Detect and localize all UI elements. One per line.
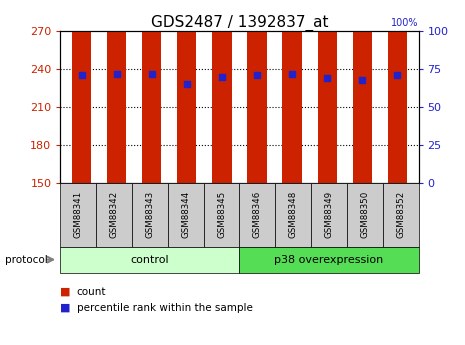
Point — [359, 77, 366, 82]
Point — [218, 74, 226, 79]
Point — [148, 71, 155, 76]
Bar — [388, 0, 407, 183]
Point — [253, 72, 261, 78]
Bar — [177, 0, 197, 183]
Text: GSM88346: GSM88346 — [253, 191, 262, 238]
Text: GSM88348: GSM88348 — [289, 191, 298, 238]
Point — [113, 71, 120, 76]
Text: count: count — [77, 287, 106, 296]
Bar — [282, 0, 302, 183]
Text: ■: ■ — [60, 303, 71, 313]
Text: GSM88343: GSM88343 — [146, 191, 154, 238]
Text: control: control — [131, 255, 169, 265]
Point — [394, 72, 401, 78]
Text: GSM88344: GSM88344 — [181, 191, 190, 238]
Text: p38 overexpression: p38 overexpression — [274, 255, 384, 265]
Point — [183, 81, 191, 87]
Text: percentile rank within the sample: percentile rank within the sample — [77, 303, 252, 313]
Text: 100%: 100% — [391, 18, 418, 28]
Text: GSM88342: GSM88342 — [110, 191, 119, 238]
Point — [288, 71, 296, 76]
Point — [78, 72, 85, 78]
Text: ■: ■ — [60, 287, 71, 296]
Bar — [142, 0, 161, 183]
Text: GSM88345: GSM88345 — [217, 191, 226, 238]
Bar — [318, 0, 337, 183]
Text: GSM88352: GSM88352 — [396, 191, 405, 238]
Bar — [352, 0, 372, 183]
Bar — [212, 0, 232, 183]
Bar — [247, 0, 267, 183]
Title: GDS2487 / 1392837_at: GDS2487 / 1392837_at — [151, 15, 328, 31]
Bar — [72, 0, 91, 183]
Text: GSM88350: GSM88350 — [360, 191, 369, 238]
Point — [324, 75, 331, 81]
Text: GSM88349: GSM88349 — [325, 191, 333, 238]
Text: GSM88341: GSM88341 — [74, 191, 83, 238]
Text: protocol: protocol — [5, 255, 47, 265]
Bar — [107, 0, 126, 183]
